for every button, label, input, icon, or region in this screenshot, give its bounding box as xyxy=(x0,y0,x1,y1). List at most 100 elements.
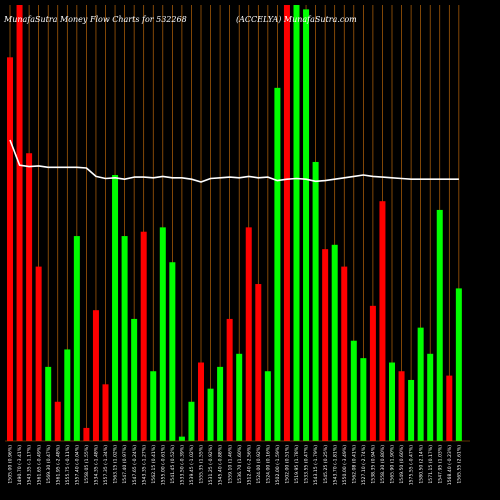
x-tick-label: 1524.00 (0.92%) xyxy=(256,445,262,484)
money-flow-bar xyxy=(150,371,157,441)
money-flow-bar xyxy=(226,318,233,441)
x-tick-label: 1565.55 (2.61%) xyxy=(456,445,462,484)
money-flow-bar xyxy=(236,353,243,441)
x-tick-label: 1519.95 (1.78%) xyxy=(294,445,300,484)
x-tick-label: 1502.00 (0.51%) xyxy=(285,445,291,484)
money-flow-bar xyxy=(455,288,462,441)
money-flow-bar xyxy=(245,227,252,441)
x-tick-label: 1547.40 (0.97%) xyxy=(122,445,128,484)
x-tick-label: 1565.90 (1.90%) xyxy=(390,445,396,484)
x-tick-labels: 1505.00 (0.96%) 1490.70 (-3.41%) 1543.35 (… xyxy=(8,445,463,485)
money-flow-bar xyxy=(140,231,147,441)
x-tick-label: 1557.40 (-0.04%) xyxy=(74,445,80,485)
x-tick-label: 1558.05 (1.55%) xyxy=(84,445,90,484)
x-tick-label: 1543.35 (-1.17%) xyxy=(27,445,33,485)
money-flow-bar xyxy=(255,284,262,441)
money-flow-bar xyxy=(45,366,52,441)
money-flow-bar xyxy=(274,87,281,441)
x-tick-label: 1562.15 (0.41%) xyxy=(151,445,157,484)
money-flow-bar xyxy=(408,379,415,441)
money-flow-bar xyxy=(312,161,319,441)
money-flow-bar xyxy=(264,371,271,441)
money-flow-bar xyxy=(341,266,348,441)
money-flow-bar xyxy=(446,375,453,441)
x-tick-label: 1547.95 (1.03%) xyxy=(437,445,443,484)
x-tick-label: 1533.55 (0.47%) xyxy=(304,445,310,484)
x-tick-label: 1555.35 (1.55%) xyxy=(199,445,205,484)
x-tick-label: 1550.00 (-3.49%) xyxy=(342,445,348,485)
x-tick-label: 1543.70 (-1.81%) xyxy=(332,445,338,485)
x-tick-label: 1505.00 (0.96%) xyxy=(8,445,14,484)
money-flow-bar xyxy=(427,353,434,441)
money-flow-bar xyxy=(121,236,128,441)
x-tick-label: 1545.25 (0.25%) xyxy=(323,445,329,484)
money-flow-bar xyxy=(102,384,109,441)
x-tick-label: 1543.35 (-1.27%) xyxy=(141,445,147,485)
money-flow-bar xyxy=(169,262,176,441)
money-flow-bar xyxy=(436,209,443,441)
money-flow-bar xyxy=(389,362,395,441)
chart-title-left: MunafaSutra Money Flow Charts for 532268 xyxy=(3,15,187,24)
x-tick-label: 1549.50 (0.60%) xyxy=(399,445,405,484)
x-tick-label: 1490.70 (-3.41%) xyxy=(17,445,23,485)
x-tick-label: 1562.08 (0.41%) xyxy=(351,445,357,484)
x-tick-label: 1502.00 (-1.59%) xyxy=(275,445,281,485)
money-flow-bar xyxy=(417,327,424,441)
x-tick-label: 1539.45 (-1.02%) xyxy=(189,445,195,485)
money-flow-bar xyxy=(26,153,33,442)
money-flow-bar xyxy=(73,236,80,441)
money-flow-bar xyxy=(178,436,185,441)
money-flow-bar xyxy=(188,401,195,441)
x-tick-label: 1533.50 (-0.39%) xyxy=(180,445,186,485)
money-flow-bar xyxy=(112,175,119,442)
x-tick-label: 1569.30 (0.47%) xyxy=(46,445,52,484)
money-flow-bar xyxy=(7,57,13,441)
money-flow-bar xyxy=(350,340,357,441)
x-tick-label: 1571.15 (0.17%) xyxy=(428,445,434,484)
x-tick-label: 1575.55 (-0.47%) xyxy=(409,445,415,485)
x-tick-label: 1531.25 (-0.92%) xyxy=(208,445,214,485)
money-flow-bar xyxy=(131,318,138,441)
money-flow-bar xyxy=(217,366,224,441)
money-flow-bar xyxy=(398,371,405,441)
money-flow-bar xyxy=(207,388,214,441)
price-line xyxy=(9,139,459,183)
x-tick-label: 1524.00 (0.16%) xyxy=(265,445,271,484)
money-flow-bar xyxy=(293,5,300,441)
chart-title-right: (ACCELYA) MunafaSutra.com xyxy=(236,15,357,24)
x-tick-label: 1512.40 (-2.56%) xyxy=(246,445,252,485)
x-tick-label: 1547.65 (-0.24%) xyxy=(132,445,138,485)
x-tick-label: 1558.30 (0.80%) xyxy=(380,445,386,484)
money-flow-bar xyxy=(379,201,386,441)
x-tick-label: 1541.45 (0.52%) xyxy=(170,445,176,484)
money-flow-bar xyxy=(16,5,23,441)
money-flow-bar xyxy=(64,349,71,441)
x-tick-label: 1580.50 (2.14%) xyxy=(418,445,424,484)
money-flow-bar xyxy=(92,310,99,441)
money-flow-bar xyxy=(331,244,338,441)
money-flow-bar xyxy=(303,9,310,442)
x-tick-label: 1555.75 (-0.11%) xyxy=(65,445,71,485)
money-flow-bar xyxy=(322,249,329,441)
x-tick-label: 1543.15 (-1.79%) xyxy=(313,445,319,485)
x-tick-label: 1536.70 (1.60%) xyxy=(237,445,243,484)
x-tick-label: 1561.65 (-0.49%) xyxy=(36,445,42,485)
money-flow-bar xyxy=(159,227,166,441)
money-flow-bar xyxy=(83,427,90,441)
money-flow-bar xyxy=(35,266,42,441)
money-flow-bar xyxy=(54,401,61,441)
money-flow-bar xyxy=(283,5,290,441)
money-flow-bar xyxy=(360,358,367,441)
x-tick-label: 1545.40 (-0.88%) xyxy=(218,445,224,485)
money-flow-bar xyxy=(198,362,204,441)
money-flow-bar xyxy=(369,305,376,441)
money-flow-bars xyxy=(7,5,462,442)
x-tick-label: 1527.10 (-2.74%) xyxy=(361,445,367,485)
x-tick-label: 1557.35 (-1.34%) xyxy=(103,445,109,485)
x-tick-label: 1534.35 (-1.48%) xyxy=(94,445,100,485)
x-tick-label: 1561.95 (-2.48%) xyxy=(55,445,61,485)
x-tick-label: 1568.40 (-0.23%) xyxy=(447,445,453,485)
x-tick-label: 1559.10 (1.46%) xyxy=(227,445,233,484)
x-tick-label: 1538.35 (0.94%) xyxy=(371,445,377,484)
